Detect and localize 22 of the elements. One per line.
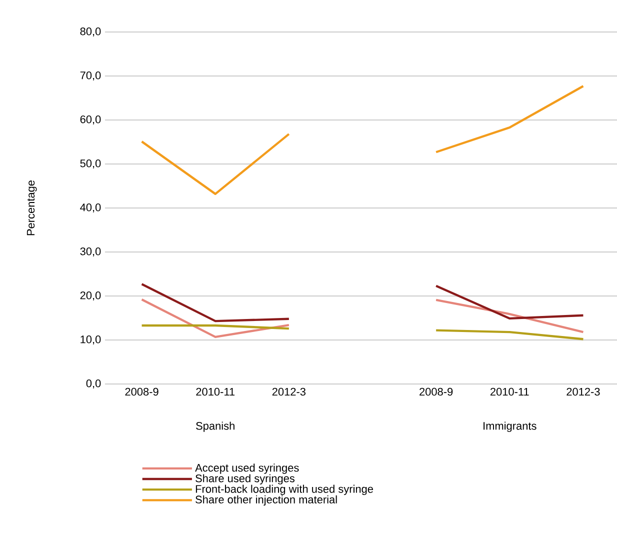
x-tick-label: 2008-9: [420, 388, 453, 396]
y-tick-label: 10,0: [80, 335, 101, 345]
x-tick-label: 2010-11: [196, 388, 235, 396]
y-tick-label: 60,0: [80, 115, 101, 125]
y-tick-label: 0,0: [86, 379, 101, 389]
text: Spanish: [196, 422, 234, 432]
legend-label: Accept used syringes: [195, 464, 299, 474]
legend-label: Share other injection material: [196, 495, 337, 506]
x-tick-label: 2010-11: [490, 388, 529, 396]
legend-label: Front-back loading with used syringe: [196, 484, 374, 495]
y-tick-label: 20,0: [80, 291, 101, 301]
y-tick-label: 30,0: [80, 247, 101, 257]
y-tick-label: 50,0: [80, 159, 101, 169]
text: Immigrants: [484, 422, 536, 432]
y-tick-label: 40,0: [80, 203, 101, 213]
y-tick-label: 80,0: [80, 27, 101, 37]
legend-label: Share used syringes: [196, 474, 295, 484]
x-tick-label: 2008-9: [125, 388, 158, 396]
y-axis-title: Percentage: [26, 180, 37, 236]
x-tick-label: 2012-3: [566, 388, 600, 396]
x-tick-label: 2012-3: [272, 388, 306, 396]
y-tick-label: 70,0: [80, 71, 101, 81]
